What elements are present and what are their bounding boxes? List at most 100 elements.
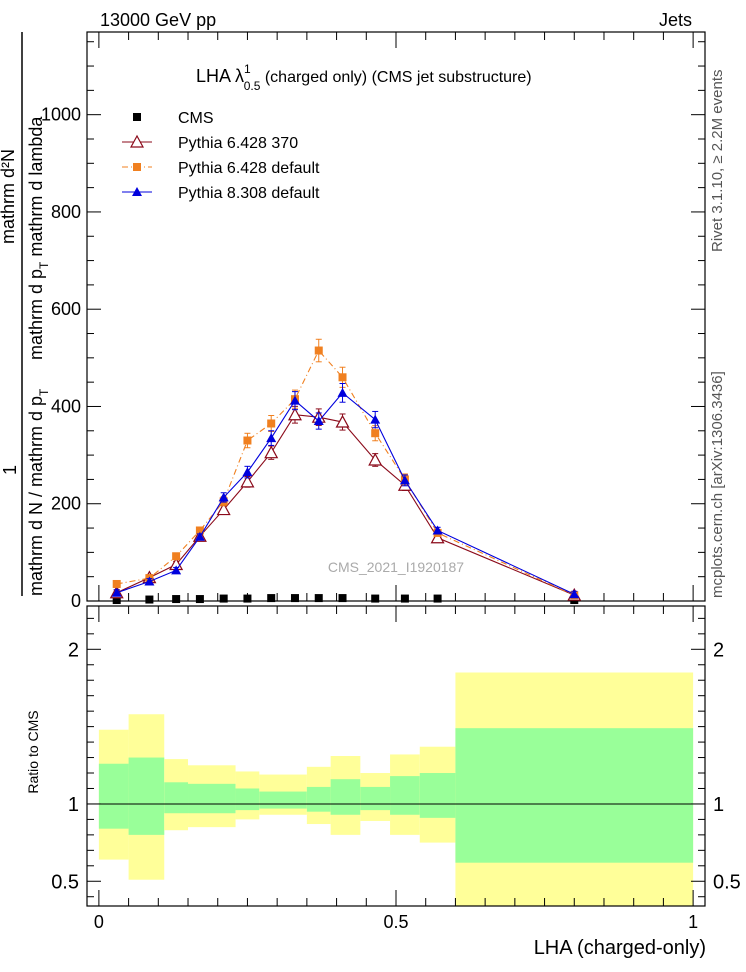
series-point-3-7 <box>289 395 300 405</box>
series-point-2-2 <box>172 552 181 561</box>
series-point-0-1 <box>145 595 154 604</box>
ratio-stat-band-1 <box>128 757 165 835</box>
ratio-xticklabel: 1 <box>688 912 698 932</box>
series-0 <box>112 594 579 605</box>
series-point-3-5 <box>242 467 253 477</box>
title-sub: 0.5 <box>244 79 261 93</box>
rivet-label: Rivet 3.1.10, ≥ 2.2M events <box>709 70 726 253</box>
ratio-panel: 0 0.5 1 0.5 0.5 1 1 2 2 <box>51 605 741 932</box>
series-point-0-4 <box>219 594 228 603</box>
series-3 <box>111 382 580 599</box>
series-point-2-10 <box>371 429 380 438</box>
main-yticklabel: 400 <box>51 396 81 416</box>
ratio-stat-band-8 <box>360 786 391 811</box>
title-sup: 1 <box>244 62 251 76</box>
series-point-3-11 <box>399 475 410 485</box>
legend-marker-3 <box>132 187 142 196</box>
title-rest: (charged only) (CMS jet substructure) <box>260 69 531 86</box>
ratio-yticklabel-right: 0.5 <box>713 871 741 893</box>
title-main: LHA λ <box>196 66 244 86</box>
series-point-3-0 <box>111 587 122 597</box>
main-yticklabel: 800 <box>51 202 81 222</box>
main-yticklabel: 0 <box>71 591 81 611</box>
plot-title: LHA λ1 0.5 (charged only) (CMS jet substr… <box>196 62 532 93</box>
ylabel-num: mathrm d²N <box>0 149 18 244</box>
series-point-3-9 <box>337 387 348 397</box>
series-point-2-8 <box>314 346 323 355</box>
series-point-0-9 <box>338 594 347 603</box>
series-point-0-10 <box>371 594 380 603</box>
series-point-1-12 <box>430 530 445 544</box>
series-point-3-8 <box>313 416 324 426</box>
main-yticklabel: 200 <box>51 494 81 514</box>
series-point-3-6 <box>266 433 277 443</box>
ylabel-top: 1 <box>0 465 20 475</box>
series-point-2-5 <box>243 436 252 445</box>
ratio-ylabel: Ratio to CMS <box>25 710 41 793</box>
series-point-1-6 <box>264 445 279 459</box>
watermark: CMS_2021_I1920187 <box>328 559 464 575</box>
series-point-0-11 <box>400 594 409 603</box>
ylabel-bottom-text: mathrm d N / mathrm d p <box>26 396 46 596</box>
ratio-stat-band-2 <box>164 782 189 814</box>
ratio-xticklabel: 0 <box>94 912 104 932</box>
series-point-2-6 <box>267 419 276 428</box>
series-point-2-3 <box>195 526 204 535</box>
series-point-0-2 <box>172 595 181 604</box>
main-panel: 0 200 400 600 800 1000 <box>41 31 706 611</box>
ratio-stat-band-3 <box>188 783 236 814</box>
ratio-yticklabel-left: 2 <box>68 639 79 661</box>
series-line-3 <box>116 392 575 595</box>
ratio-stat-band-0 <box>98 763 129 829</box>
ratio-yticklabel-right: 1 <box>713 794 724 816</box>
series-point-3-13 <box>569 589 580 599</box>
series-point-3-3 <box>194 531 205 541</box>
series-point-0-7 <box>290 594 299 603</box>
series-point-3-10 <box>370 414 381 424</box>
ratio-stat-band-6 <box>306 786 331 812</box>
ratio-stat-band-10 <box>419 773 456 818</box>
ylabel-bottom: mathrm d N / mathrm d pT <box>26 388 51 596</box>
legend-label-3: Pythia 8.308 default <box>178 185 320 202</box>
ylabel-bottom-sub: T <box>37 388 51 396</box>
series-point-1-4 <box>216 502 231 516</box>
legend-label-0: CMS <box>178 110 214 127</box>
legend-marker-0 <box>133 113 141 121</box>
ratio-stat-band-5 <box>259 791 307 809</box>
ylabel-den-sub: T <box>37 261 51 269</box>
series-point-3-4 <box>218 492 229 502</box>
legend-label-2: Pythia 6.428 default <box>178 160 320 177</box>
main-yticklabel: 600 <box>51 299 81 319</box>
series-point-0-5 <box>243 594 252 603</box>
series-point-2-0 <box>112 579 121 588</box>
main-ylabel: 1 mathrm d N / mathrm d pT mathrm d²N ma… <box>0 32 51 596</box>
series-point-0-12 <box>433 594 442 603</box>
series-point-0-8 <box>314 594 323 603</box>
series-point-1-9 <box>335 414 350 428</box>
ratio-yticklabel-right: 2 <box>713 639 724 661</box>
ylabel-den-text: mathrm d p <box>26 269 46 360</box>
ratio-stat-band-7 <box>330 779 361 815</box>
legend-label-1: Pythia 6.428 370 <box>178 135 298 152</box>
series-point-0-3 <box>195 595 204 604</box>
series-point-1-5 <box>240 474 255 488</box>
ratio-stat-band-4 <box>235 788 260 811</box>
series-point-3-2 <box>171 565 182 575</box>
series-point-0-0 <box>112 596 121 605</box>
xlabel: LHA (charged-only) <box>534 937 706 959</box>
series-point-3-1 <box>144 576 155 586</box>
energy-label: 13000 GeV pp <box>100 10 216 30</box>
process-label: Jets <box>659 10 692 30</box>
series-point-2-9 <box>338 373 347 382</box>
series-point-1-10 <box>368 452 383 466</box>
series-point-0-6 <box>267 594 276 603</box>
main-yticklabel: 1000 <box>41 105 81 125</box>
legend: CMS Pythia 6.428 370 Pythia 6.428 default P… <box>122 110 320 202</box>
series-point-3-12 <box>432 525 443 535</box>
series-point-1-7 <box>287 407 302 421</box>
ratio-yticklabel-left: 0.5 <box>51 871 79 893</box>
mcplots-label: mcplots.cern.ch [arXiv:1306.3436] <box>709 371 726 598</box>
ratio-yticklabel-left: 1 <box>68 794 79 816</box>
ylabel-den: mathrm d pT mathrm d lambda <box>26 116 51 360</box>
